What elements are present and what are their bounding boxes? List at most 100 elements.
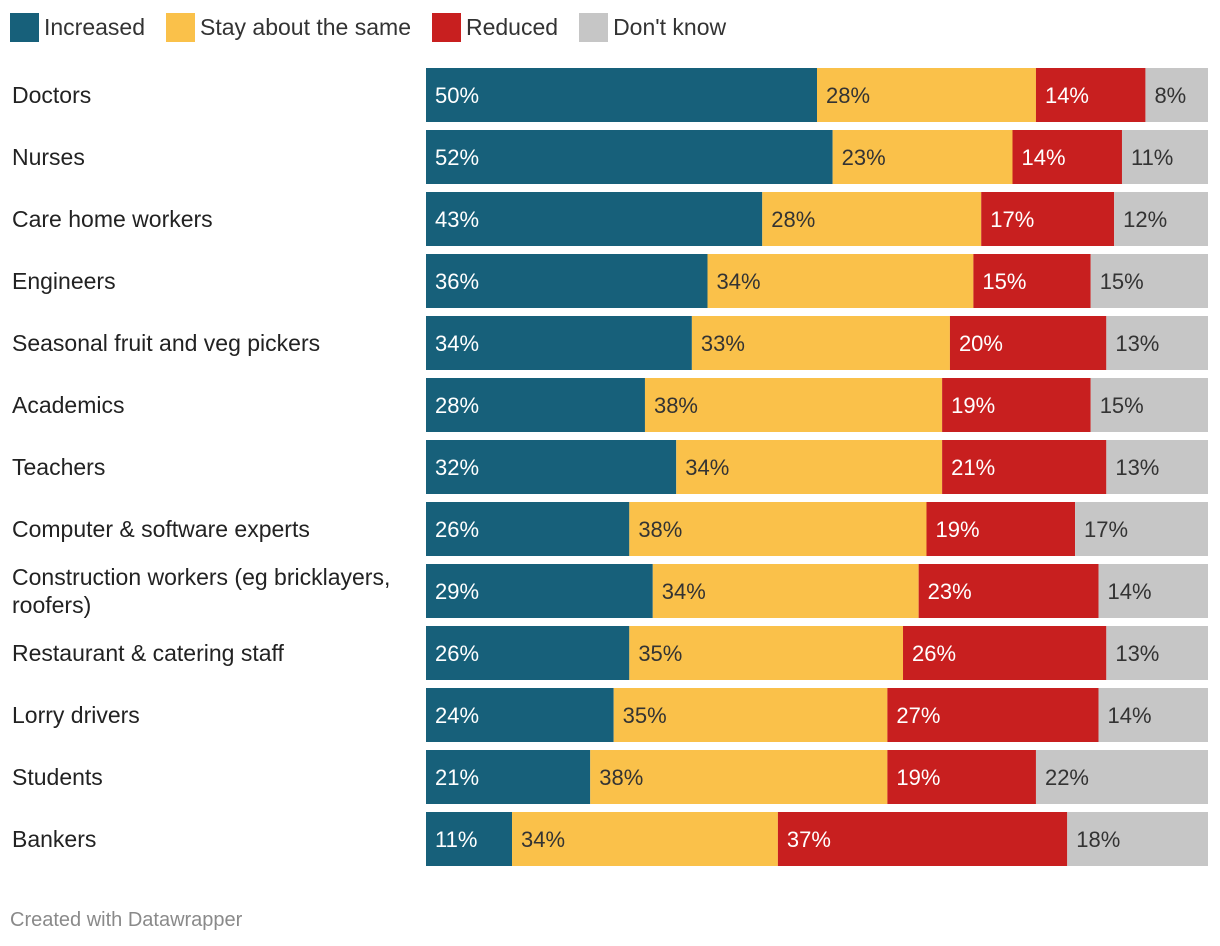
data-label-reduced: 19% — [935, 517, 979, 542]
legend-label-dont-know: Don't know — [613, 13, 727, 40]
legend-item-dont-know: Don't know — [579, 12, 727, 42]
legend-label-increased: Increased — [44, 13, 146, 40]
bar-segment-dont-know — [1114, 192, 1208, 246]
bar-segment-reduced — [777, 812, 1068, 866]
category-label: Construction workers (eg bricklayers, roo… — [12, 564, 390, 618]
data-label-dont-know: 17% — [1084, 517, 1128, 542]
bar-segment-reduced — [887, 688, 1099, 742]
bar-segment-increased — [426, 192, 763, 246]
bar-segment-same — [613, 688, 888, 742]
data-label-reduced: 23% — [928, 579, 972, 604]
data-label-same: 28% — [771, 207, 815, 232]
bar-segment-dont-know — [1098, 688, 1208, 742]
data-label-same: 33% — [701, 331, 745, 356]
bar-segment-dont-know — [1090, 254, 1208, 308]
bar-segment-same — [832, 130, 1013, 184]
data-label-reduced: 14% — [1045, 83, 1089, 108]
data-label-same: 34% — [685, 455, 729, 480]
data-label-reduced: 27% — [896, 703, 940, 728]
bar-segment-same — [512, 812, 778, 866]
data-label-reduced: 14% — [1022, 145, 1066, 170]
data-label-increased: 43% — [435, 207, 479, 232]
data-label-same: 34% — [717, 269, 761, 294]
bar-segment-dont-know — [1121, 130, 1208, 184]
data-label-reduced: 26% — [912, 641, 956, 666]
category-label: Teachers — [12, 454, 105, 480]
bar-segment-dont-know — [1098, 564, 1208, 618]
chart-legend: Increased Stay about the same Reduced Do… — [10, 12, 747, 42]
data-label-dont-know: 13% — [1115, 641, 1159, 666]
stacked-bar-chart: Doctors 50% 28% 14% 8% Nurses 52% 23% 14% 11% Care… — [12, 68, 1208, 866]
data-label-same: 38% — [599, 765, 643, 790]
bar-segment-reduced — [887, 750, 1036, 804]
bar-segment-same — [590, 750, 888, 804]
legend-label-same: Stay about the same — [200, 13, 411, 40]
data-label-same: 34% — [521, 827, 565, 852]
bar-segment-same — [707, 254, 974, 308]
legend-swatch-reduced — [431, 12, 461, 42]
category-label: Computer & software experts — [12, 516, 310, 542]
category-label: Engineers — [12, 268, 116, 294]
data-label-increased: 36% — [435, 269, 479, 294]
data-label-reduced: 15% — [982, 269, 1026, 294]
bar-segment-increased — [426, 502, 630, 556]
data-label-increased: 24% — [435, 703, 479, 728]
data-label-same: 38% — [638, 517, 682, 542]
bar-segment-same — [652, 564, 919, 618]
data-label-increased: 52% — [435, 145, 479, 170]
bar-segment-dont-know — [1106, 440, 1208, 494]
bar-segment-reduced — [942, 378, 1091, 432]
bar-segment-same — [629, 502, 927, 556]
bar-segment-dont-know — [1035, 750, 1208, 804]
data-label-increased: 11% — [435, 827, 477, 852]
bar-segment-reduced — [942, 440, 1107, 494]
bar-segment-same — [817, 68, 1036, 122]
legend-item-reduced: Reduced — [431, 12, 559, 42]
data-label-increased: 21% — [435, 765, 479, 790]
bar-segment-reduced — [981, 192, 1115, 246]
data-label-same: 34% — [662, 579, 706, 604]
category-label: Bankers — [12, 826, 96, 852]
category-label: Students — [12, 764, 103, 790]
data-label-increased: 50% — [435, 83, 479, 108]
data-label-same: 35% — [638, 641, 682, 666]
category-label: Doctors — [12, 82, 91, 108]
bar-segment-same — [676, 440, 943, 494]
bar-segment-same — [629, 626, 904, 680]
data-label-reduced: 17% — [990, 207, 1034, 232]
bar-segment-same — [691, 316, 950, 370]
bar-segment-increased — [426, 688, 614, 742]
data-label-dont-know: 22% — [1045, 765, 1089, 790]
bar-segment-dont-know — [1075, 502, 1208, 556]
data-label-increased: 28% — [435, 393, 479, 418]
legend-label-reduced: Reduced — [465, 13, 559, 40]
bar-segment-reduced — [1012, 130, 1122, 184]
bar-segment-increased — [426, 564, 653, 618]
data-label-dont-know: 15% — [1100, 269, 1144, 294]
data-label-dont-know: 8% — [1154, 83, 1186, 108]
bar-segment-same — [762, 192, 982, 246]
bar-segment-increased — [426, 750, 591, 804]
bar-segment-reduced — [1035, 68, 1146, 122]
legend-swatch-same — [166, 12, 196, 42]
data-label-increased: 26% — [435, 517, 479, 542]
bar-segment-reduced — [903, 626, 1107, 680]
data-label-increased: 32% — [435, 455, 479, 480]
bar-segment-dont-know — [1145, 68, 1208, 122]
data-label-reduced: 19% — [896, 765, 940, 790]
data-label-reduced: 21% — [951, 455, 995, 480]
data-label-reduced: 37% — [787, 827, 831, 852]
data-label-dont-know: 14% — [1108, 579, 1152, 604]
data-label-same: 23% — [842, 145, 886, 170]
bar-segment-increased — [426, 626, 630, 680]
bar-segment-increased — [426, 254, 708, 308]
bar-segment-reduced — [949, 316, 1107, 370]
bar-segment-dont-know — [1067, 812, 1208, 866]
legend-item-increased: Increased — [10, 12, 146, 42]
bar-segment-reduced — [918, 564, 1099, 618]
data-label-increased: 26% — [435, 641, 479, 666]
category-label: Nurses — [12, 144, 85, 170]
data-label-increased: 29% — [435, 579, 479, 604]
data-label-dont-know: 13% — [1115, 455, 1159, 480]
data-label-increased: 34% — [435, 331, 479, 356]
